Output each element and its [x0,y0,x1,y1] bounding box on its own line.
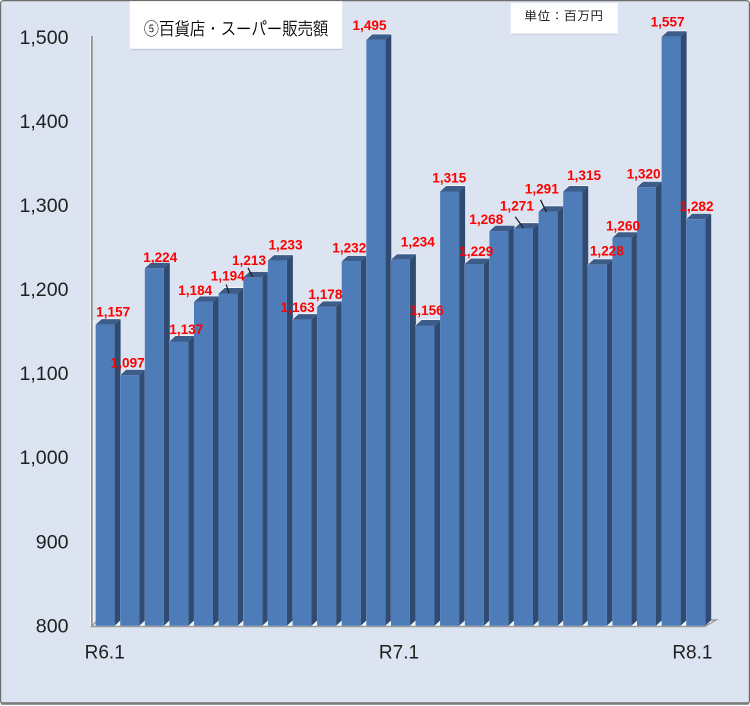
svg-text:1,268: 1,268 [469,212,503,227]
svg-text:1,495: 1,495 [352,18,386,33]
svg-text:1,200: 1,200 [19,279,68,301]
svg-text:R7.1: R7.1 [379,642,419,663]
svg-text:1,163: 1,163 [281,300,315,315]
svg-text:1,156: 1,156 [410,303,444,318]
svg-text:1,097: 1,097 [111,355,145,370]
svg-text:1,291: 1,291 [525,181,559,196]
svg-text:1,229: 1,229 [459,244,493,259]
svg-text:1,233: 1,233 [268,237,302,252]
svg-text:1,224: 1,224 [143,250,177,265]
svg-text:1,178: 1,178 [308,287,342,302]
svg-text:1,315: 1,315 [432,171,466,186]
svg-text:1,271: 1,271 [500,198,534,213]
svg-text:1,282: 1,282 [679,199,713,214]
svg-text:1,232: 1,232 [332,241,366,256]
svg-text:R6.1: R6.1 [85,642,125,663]
svg-text:1,000: 1,000 [19,447,68,469]
svg-text:1,194: 1,194 [211,268,245,283]
svg-text:1,557: 1,557 [651,15,685,30]
svg-text:1,300: 1,300 [19,195,68,217]
svg-text:1,500: 1,500 [19,27,68,49]
svg-text:900: 900 [36,531,69,553]
svg-text:800: 800 [36,615,69,637]
svg-text:R8.1: R8.1 [672,642,712,663]
svg-text:1,157: 1,157 [96,305,130,320]
svg-text:1,228: 1,228 [590,244,624,259]
svg-text:1,315: 1,315 [567,168,601,183]
svg-text:1,234: 1,234 [401,235,435,250]
svg-text:1,100: 1,100 [19,363,68,385]
svg-text:1,184: 1,184 [178,283,212,298]
svg-text:1,213: 1,213 [232,253,266,268]
svg-text:1,137: 1,137 [169,322,203,337]
svg-text:1,400: 1,400 [19,111,68,133]
svg-text:1,320: 1,320 [627,167,661,182]
svg-text:1,260: 1,260 [606,218,640,233]
